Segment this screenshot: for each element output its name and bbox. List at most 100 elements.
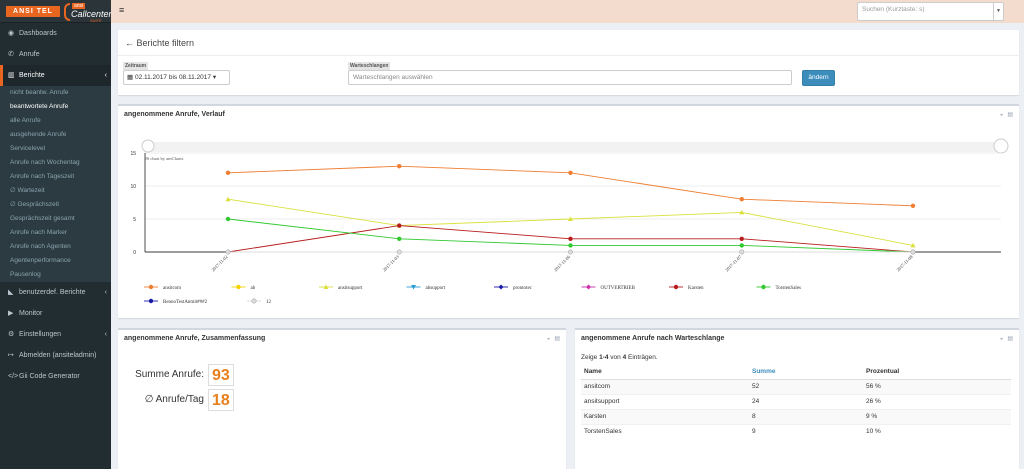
submenu-item[interactable]: Gesprächszeit gesamt <box>10 215 75 222</box>
apply-filter-button[interactable]: ändern <box>802 70 835 86</box>
chart-scrollbar <box>145 142 1001 152</box>
table-title: angenommene Anrufe nach Warteschlange <box>581 335 725 342</box>
sidebar-item-label: Gii Code Generator <box>19 373 80 380</box>
data-point <box>225 170 231 175</box>
table-row[interactable]: TorstenSales 9 10 % <box>581 423 1011 439</box>
export-icon[interactable]: ▤ <box>1007 112 1013 118</box>
filter-title: Berichte filtern <box>136 38 195 48</box>
submenu-item[interactable]: Anrufe nach Wochentag <box>10 159 80 166</box>
data-point <box>568 249 573 255</box>
x-tick-label: 2017-11-03 <box>382 254 401 273</box>
data-point <box>910 203 916 208</box>
collapse-icon[interactable]: ◒ <box>546 336 551 342</box>
legend-marker <box>148 284 154 290</box>
table-cell: 26 % <box>863 393 1011 409</box>
x-tick-label: 2017-11-08 <box>895 254 914 273</box>
submenu-item[interactable]: ∅ Gesprächszeit <box>10 201 60 208</box>
submenu-item[interactable]: Servicelevel <box>10 145 46 152</box>
submenu-item[interactable]: Agentenperformance <box>10 257 71 264</box>
sidebar-item-dashboard[interactable]: ◉ Dashboards <box>0 23 111 44</box>
sidebar-item-code[interactable]: </>Gii Code Generator <box>0 366 111 387</box>
legend-label: OUTVERTRIEB <box>601 286 636 291</box>
table-summary: Zeige 1-4 von 4 Einträgen. <box>581 354 658 361</box>
sidebar: ANSI TEL ansi Callcenter SUITE ◉ Dashboar… <box>0 0 112 469</box>
y-tick-label: 5 <box>133 217 136 223</box>
summary-title: angenommene Anrufe, Zusammenfassung <box>124 335 266 342</box>
sidebar-item-gears[interactable]: ⚙ Einstellungen ‹ <box>0 324 111 345</box>
reports-submenu: nicht beantw. Anrufe beantwortete Anrufe a… <box>0 86 111 282</box>
table-row[interactable]: Karsten 8 9 % <box>581 408 1011 424</box>
submenu-item[interactable]: ausgehende Anrufe <box>10 131 67 138</box>
sidebar-item-area-chart[interactable]: ◣ benutzerdef. Berichte ‹ <box>0 282 111 303</box>
collapse-icon[interactable]: ◒ <box>999 336 1004 342</box>
box-tools: ◒ ▤ <box>543 335 560 342</box>
submenu-item[interactable]: Anrufe nach Tageszeit <box>10 173 75 180</box>
submenu-item[interactable]: nicht beantw. Anrufe <box>10 89 69 96</box>
data-point <box>739 236 744 241</box>
export-icon[interactable]: ▤ <box>1007 336 1013 342</box>
table-row[interactable]: ansitsupport 24 26 % <box>581 393 1011 409</box>
summary-panel: angenommene Anrufe, Zusammenfassung ◒ ▤ S… <box>118 328 566 469</box>
table-cell: 9 % <box>863 408 1011 424</box>
export-icon[interactable]: ▤ <box>554 336 560 342</box>
submenu-item[interactable]: alle Anrufe <box>10 117 41 124</box>
sidebar-item-bar-chart[interactable]: ▥ Berichte ‹ <box>0 65 111 86</box>
arrow-left-icon: ← <box>125 38 134 48</box>
data-point <box>739 249 745 255</box>
phone-icon: ✆ <box>8 51 14 58</box>
search-select[interactable]: Suchen (Kurztaste: s) ▼ <box>857 2 1004 21</box>
sidebar-item-sign-out[interactable]: ↦ Abmelden (ansiteladmin) <box>0 345 111 366</box>
table-cell: 24 <box>749 393 863 409</box>
submenu-item[interactable]: beantwortete Anrufe <box>10 103 69 110</box>
sidebar-item-label: benutzerdef. Berichte <box>19 289 86 296</box>
date-range-value: 02.11.2017 bis 08.11.2017 <box>134 74 211 81</box>
data-point <box>225 249 231 255</box>
x-tick-label: 2017-11-06 <box>553 254 572 273</box>
table-cell: 56 % <box>863 378 1011 394</box>
scrollbar-grip-left-icon[interactable] <box>141 139 155 153</box>
sidebar-toggle-icon[interactable]: ≡ <box>119 5 125 15</box>
table-cell: TorstenSales <box>581 423 749 439</box>
sidebar-item-phone[interactable]: ✆ Anrufe <box>0 44 111 65</box>
sidebar-item-play[interactable]: ▶ Monitor <box>0 303 111 324</box>
column-header-name[interactable]: Name <box>581 365 749 380</box>
submenu-item[interactable]: Pausenlog <box>10 271 41 278</box>
collapse-icon[interactable]: ◒ <box>999 112 1004 118</box>
submenu-item[interactable]: Anrufe nach Agenten <box>10 243 71 250</box>
chevron-left-icon: ‹ <box>104 289 107 296</box>
sum-calls-label: Summe Anrufe: <box>135 369 204 380</box>
zeitraum-label: Zeitraum <box>123 62 149 70</box>
table-cell: 52 <box>749 378 863 394</box>
queue-table-panel: angenommene Anrufe nach Warteschlange ◒ ▤… <box>575 328 1019 469</box>
submenu-item[interactable]: ∅ Wartezeit <box>10 187 45 194</box>
area-chart-icon: ◣ <box>8 289 14 296</box>
queue-select-input[interactable]: Warteschlangen auswählen <box>348 70 792 85</box>
filter-toggle[interactable]: ← Berichte filtern <box>125 38 194 48</box>
search-placeholder: Suchen (Kurztaste: s) <box>862 6 925 13</box>
chart-title: angenommene Anrufe, Verlauf <box>124 111 225 118</box>
table-cell: 8 <box>749 408 863 424</box>
data-point <box>739 209 745 215</box>
product-logo[interactable]: ansi Callcenter SUITE <box>64 3 112 23</box>
top-navbar: ≡ Suchen (Kurztaste: s) ▼ <box>111 0 1024 23</box>
avg-row: ∅ Anrufe/Tag 18 <box>118 389 566 411</box>
column-header-summe[interactable]: Summe <box>749 365 863 380</box>
calendar-icon: ▦ <box>127 74 134 81</box>
y-tick-label: 0 <box>133 250 136 256</box>
bar-chart-icon: ▥ <box>8 72 15 79</box>
chart-credit: JS chart by amCharts <box>145 156 184 161</box>
table-row[interactable]: ansitcom 52 56 % <box>581 378 1011 394</box>
chevron-down-icon[interactable]: ▼ <box>993 3 1003 20</box>
sidebar-item-label: Anrufe <box>19 51 40 58</box>
showing-range: 1-4 <box>599 354 609 361</box>
box-tools: ◒ ▤ <box>996 111 1013 118</box>
date-range-picker[interactable]: ▦ 02.11.2017 bis 08.11.2017 ▾ <box>123 70 230 85</box>
brand-logo[interactable]: ANSI TEL <box>6 6 60 17</box>
column-header-prozentual[interactable]: Prozentual <box>863 365 1011 380</box>
sum-row: Summe Anrufe: 93 <box>118 364 566 386</box>
x-tick-label: 2017-11-02 <box>210 254 228 272</box>
scrollbar-grip-right-icon[interactable] <box>993 138 1009 154</box>
submenu-item[interactable]: Anrufe nach Marker <box>10 229 68 236</box>
legend-marker <box>251 298 257 304</box>
gears-icon: ⚙ <box>8 331 15 338</box>
